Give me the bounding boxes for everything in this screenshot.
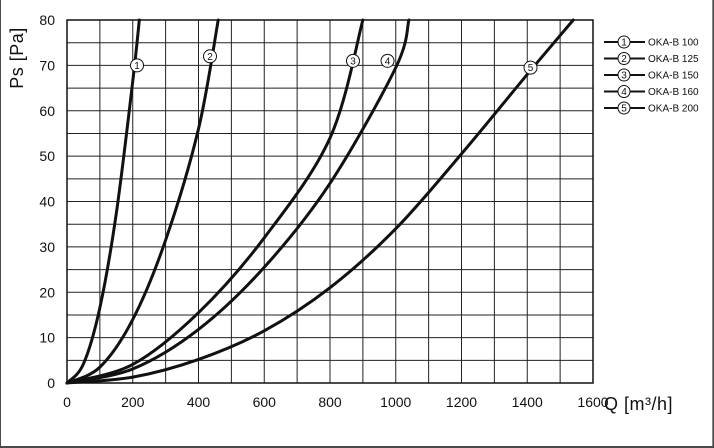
curve-line — [65, 18, 575, 385]
y-tick-label: 30 — [39, 239, 55, 255]
y-tick-label: 10 — [39, 330, 55, 346]
curve-number-marker — [346, 53, 361, 68]
plot-border — [66, 19, 594, 384]
x-tick-label: 0 — [63, 394, 71, 410]
x-axis-title: Q [m³/h] — [604, 394, 673, 414]
x-tick-label: 600 — [253, 394, 277, 410]
y-tick-label: 40 — [39, 194, 55, 210]
legend-number-label: 1 — [621, 38, 627, 49]
y-tick-label: 60 — [39, 103, 55, 119]
curve-number-label: 4 — [385, 56, 391, 67]
curve-number-label: 2 — [207, 52, 213, 63]
legend-number-label: 4 — [621, 87, 627, 98]
y-tick-label: 70 — [39, 57, 55, 73]
curve-number-label: 3 — [350, 56, 356, 67]
x-tick-label: 800 — [318, 394, 342, 410]
legend: 1 OKA-B 100 2 OKA-B 125 3 OKA-B 150 4 OKA-B 160… — [604, 35, 699, 115]
legend-number-label: 5 — [621, 104, 627, 115]
legend-number-marker — [617, 35, 631, 49]
legend-entry-label: OKA-B 160 — [648, 87, 699, 98]
x-tick-label: 1200 — [446, 394, 477, 410]
curve-number-label: 5 — [528, 63, 534, 74]
legend-entry-label: OKA-B 125 — [648, 54, 699, 65]
legend-entry-label: OKA-B 100 — [648, 38, 699, 49]
curve-number-marker — [523, 60, 538, 75]
y-tick-label: 80 — [39, 12, 55, 28]
legend-number-label: 2 — [621, 54, 627, 65]
legend-entry-label: OKA-B 200 — [648, 104, 699, 115]
y-tick-label: 0 — [47, 375, 55, 391]
curve-number-marker — [203, 49, 218, 64]
legend-entry-label: OKA-B 150 — [648, 71, 699, 82]
grid — [66, 19, 594, 384]
curve-line — [65, 18, 141, 385]
axes: 0 200 400 600 800 1000 1200 1400 1600 0 10 20 30 40 50… — [39, 12, 608, 410]
curve-number-marker — [380, 53, 395, 68]
curves: 1 2 3 4 5 — [65, 18, 575, 385]
x-tick-label: 400 — [187, 394, 211, 410]
x-tick-label: 1400 — [512, 394, 543, 410]
legend-number-marker — [617, 101, 631, 115]
legend-number-marker — [617, 85, 631, 98]
curve-line — [65, 18, 365, 385]
y-tick-label: 50 — [39, 148, 55, 164]
y-tick-label: 20 — [39, 284, 55, 300]
curve-line — [65, 18, 220, 385]
legend-number-label: 3 — [621, 71, 627, 82]
x-tick-label: 1000 — [380, 394, 411, 410]
curve-number-marker — [130, 58, 145, 73]
legend-number-marker — [617, 52, 631, 65]
curve-number-label: 1 — [134, 61, 140, 72]
y-axis-title: Ps [Pa] — [7, 27, 27, 89]
curve-line — [65, 18, 411, 385]
x-tick-label: 1600 — [577, 394, 608, 410]
legend-number-marker — [617, 68, 631, 82]
x-tick-label: 200 — [121, 394, 145, 410]
